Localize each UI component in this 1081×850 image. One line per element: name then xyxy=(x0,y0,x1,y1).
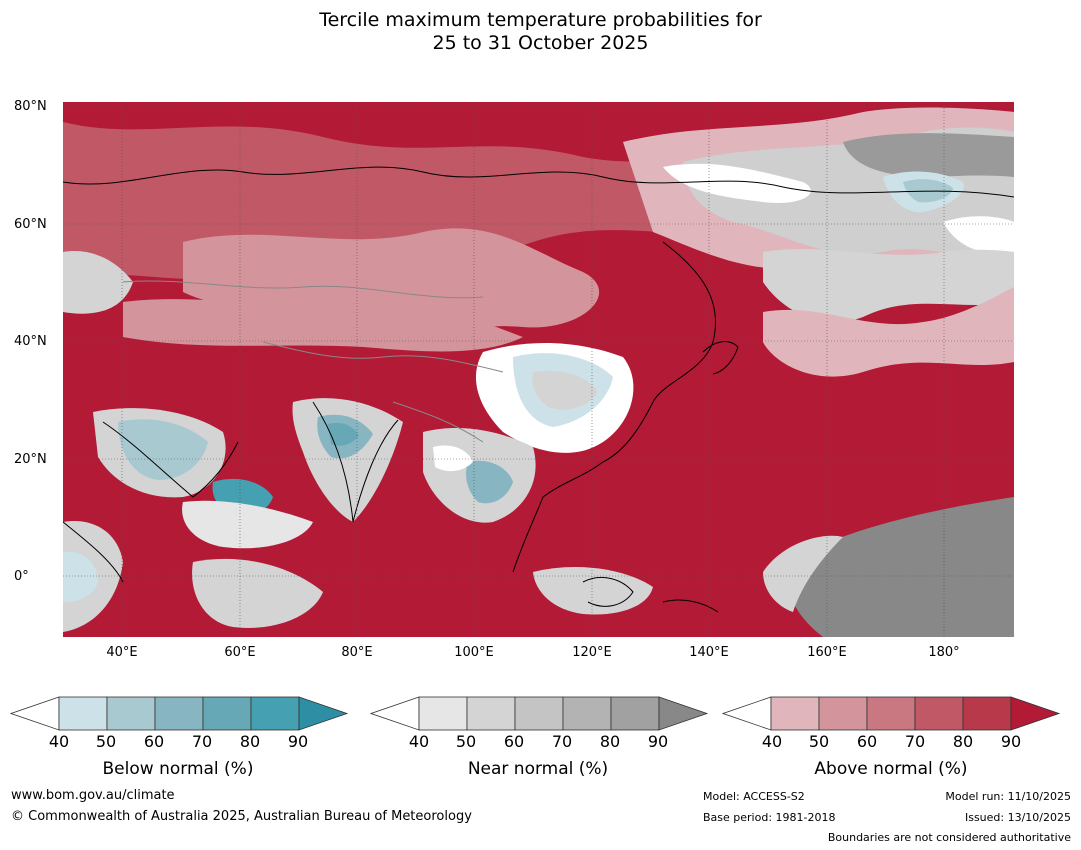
below-normal-colorbar xyxy=(10,696,349,731)
below-normal-40pct-east-africa xyxy=(63,551,98,602)
above-normal-colorbar xyxy=(722,696,1061,731)
near-normal-label: Near normal (%) xyxy=(467,759,609,779)
below-normal-label: Below normal (%) xyxy=(102,759,254,779)
below-normal-70pct-india xyxy=(328,422,359,446)
lat-label-0: 0° xyxy=(14,569,29,584)
lat-label-40n: 40°N xyxy=(14,334,47,349)
below-colorbar-swatch xyxy=(250,696,300,731)
above-tick-40: 40 xyxy=(761,732,783,751)
near-tick-50: 50 xyxy=(455,732,477,751)
near-colorbar-swatch xyxy=(562,696,612,731)
above-colorbar-swatch xyxy=(866,696,916,731)
white-patch-kamchatka xyxy=(943,216,1014,254)
near-colorbar-swatch xyxy=(466,696,516,731)
above-normal-50pct-central-asia xyxy=(123,299,523,352)
above-colorbar-min-triangle xyxy=(722,696,772,731)
lon-label-120e: 120°E xyxy=(572,645,612,660)
near-tick-80: 80 xyxy=(599,732,621,751)
model-run-date: Model run: 11/10/2025 xyxy=(945,790,1071,803)
near-tick-70: 70 xyxy=(551,732,573,751)
lon-label-40e: 40°E xyxy=(106,645,138,660)
near-tick-40: 40 xyxy=(408,732,430,751)
below-colorbar-swatch xyxy=(202,696,252,731)
near-normal-colorbar xyxy=(370,696,709,731)
below-tick-80: 80 xyxy=(239,732,261,751)
below-normal-50pct-indochina xyxy=(466,460,513,504)
below-tick-50: 50 xyxy=(95,732,117,751)
lon-label-180: 180° xyxy=(928,645,960,660)
above-normal-label: Above normal (%) xyxy=(814,759,968,779)
above-tick-50: 50 xyxy=(808,732,830,751)
near-colorbar-swatch xyxy=(418,696,468,731)
near-normal-borneo-sea xyxy=(533,567,653,615)
lat-label-20n: 20°N xyxy=(14,452,47,467)
above-tick-90: 90 xyxy=(1000,732,1022,751)
map-title: Tercile maximum temperature probabilitie… xyxy=(0,9,1081,55)
near-normal-north-pacific xyxy=(763,249,1014,323)
near-normal-west-europe xyxy=(63,251,133,314)
above-colorbar-swatch xyxy=(770,696,820,731)
lon-label-100e: 100°E xyxy=(454,645,494,660)
country-borders xyxy=(122,280,504,443)
bom-website-link[interactable]: www.bom.gov.au/climate xyxy=(11,788,175,803)
near-normal-grey-china xyxy=(532,370,598,410)
above-normal-40pct-pacific xyxy=(763,287,1014,377)
base-period: Base period: 1981-2018 xyxy=(703,811,836,824)
below-colorbar-max-triangle xyxy=(298,696,349,731)
near-tick-90: 90 xyxy=(647,732,669,751)
above-tick-80: 80 xyxy=(952,732,974,751)
below-tick-70: 70 xyxy=(191,732,213,751)
issued-date: Issued: 13/10/2025 xyxy=(964,811,1071,824)
lat-label-60n: 60°N xyxy=(14,217,47,232)
probability-map xyxy=(63,102,1014,637)
white-patch-indochina xyxy=(433,445,473,472)
lon-label-140e: 140°E xyxy=(689,645,729,660)
near-normal-light-south-pacific xyxy=(763,535,843,612)
below-tick-40: 40 xyxy=(48,732,70,751)
title-line-1: Tercile maximum temperature probabilitie… xyxy=(319,9,762,31)
above-colorbar-swatch xyxy=(914,696,964,731)
title-line-2: 25 to 31 October 2025 xyxy=(432,32,649,54)
copyright-text: © Commonwealth of Australia 2025, Austra… xyxy=(11,809,472,824)
below-colorbar-swatch xyxy=(58,696,108,731)
below-colorbar-swatch xyxy=(106,696,156,731)
below-tick-90: 90 xyxy=(287,732,309,751)
lon-label-160e: 160°E xyxy=(807,645,847,660)
below-colorbar-swatch xyxy=(154,696,204,731)
below-tick-60: 60 xyxy=(143,732,165,751)
lon-label-60e: 60°E xyxy=(224,645,256,660)
near-colorbar-max-triangle xyxy=(658,696,709,731)
near-normal-arabian-sea xyxy=(182,500,313,549)
near-normal-indian-ocean xyxy=(192,558,323,628)
near-colorbar-min-triangle xyxy=(370,696,420,731)
model-name: Model: ACCESS-S2 xyxy=(703,790,805,803)
near-colorbar-swatch xyxy=(514,696,564,731)
above-tick-60: 60 xyxy=(856,732,878,751)
above-colorbar-max-triangle xyxy=(1010,696,1061,731)
near-tick-60: 60 xyxy=(503,732,525,751)
near-colorbar-swatch xyxy=(610,696,660,731)
above-colorbar-swatch xyxy=(962,696,1012,731)
white-patch-east-siberia xyxy=(663,163,811,203)
near-normal-dark-chukotka xyxy=(843,133,1014,177)
above-tick-70: 70 xyxy=(904,732,926,751)
below-normal-50pct-arabia xyxy=(118,419,208,480)
near-normal-dark-south-pacific xyxy=(783,497,1014,637)
boundaries-disclaimer: Boundaries are not considered authoritat… xyxy=(827,831,1071,844)
lat-label-80n: 80°N xyxy=(14,99,47,114)
lon-label-80e: 80°E xyxy=(341,645,373,660)
above-colorbar-swatch xyxy=(818,696,868,731)
below-colorbar-min-triangle xyxy=(10,696,60,731)
graticule xyxy=(63,102,1014,637)
